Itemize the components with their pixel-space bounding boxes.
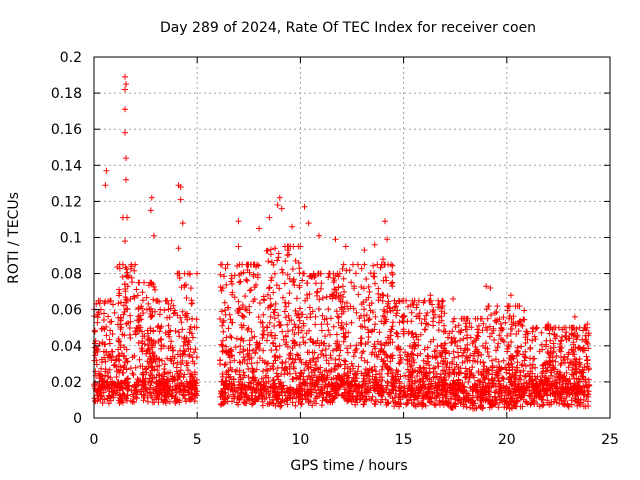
x-tick-label: 10 xyxy=(291,432,309,448)
x-tick-label: 0 xyxy=(90,432,99,448)
x-tick-label: 15 xyxy=(395,432,413,448)
y-tick-label: 0.1 xyxy=(60,231,82,247)
y-tick-label: 0.08 xyxy=(51,267,82,283)
x-axis-label: GPS time / hours xyxy=(290,458,407,474)
x-tick-label: 5 xyxy=(193,432,202,448)
y-tick-labels: 0 0.02 0.04 0.06 0.08 0.1 0.12 0.14 0.16 0.18 0.2 xyxy=(51,50,82,427)
chart-title: Day 289 of 2024, Rate Of TEC Index for r… xyxy=(160,20,536,36)
y-tick-label: 0.2 xyxy=(60,50,82,66)
y-tick-label: 0.14 xyxy=(51,158,82,174)
y-tick-label: 0.16 xyxy=(51,122,82,138)
y-tick-label: 0.02 xyxy=(51,375,82,391)
y-axis-label: ROTI / TECUs xyxy=(6,192,22,284)
x-tick-label: 20 xyxy=(498,432,516,448)
data-points xyxy=(91,73,593,412)
roti-point-cloud xyxy=(91,73,593,412)
y-tick-label: 0 xyxy=(73,411,82,427)
x-tick-labels: 0 5 10 15 20 25 xyxy=(90,432,619,448)
y-tick-label: 0.06 xyxy=(51,303,82,319)
y-tick-label: 0.12 xyxy=(51,194,82,210)
x-tick-label: 25 xyxy=(601,432,619,448)
y-tick-label: 0.04 xyxy=(51,339,82,355)
axis-ticks xyxy=(93,56,611,419)
y-tick-label: 0.18 xyxy=(51,86,82,102)
